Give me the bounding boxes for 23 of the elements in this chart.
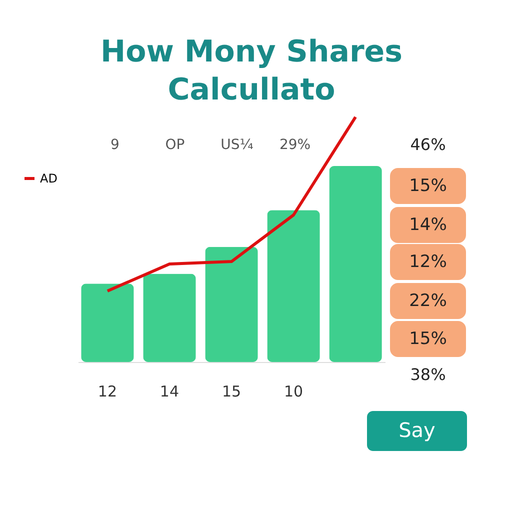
annotation: 9	[110, 137, 120, 153]
bar	[205, 246, 258, 362]
text: Say	[398, 418, 436, 442]
x-tick-label: 15	[222, 382, 242, 400]
x-tick-label: 12	[98, 382, 118, 400]
text: 14%	[409, 215, 447, 235]
annotation: 29%	[279, 137, 311, 153]
legend-label: AD	[40, 172, 58, 186]
text: 38%	[410, 365, 446, 384]
annotation: US¼	[220, 137, 254, 153]
bar	[267, 210, 320, 362]
text: 46%	[410, 135, 446, 154]
bar	[329, 166, 382, 362]
x-tick-label: 14	[160, 382, 180, 400]
bar	[81, 284, 134, 362]
text: 12%	[409, 252, 447, 272]
chart-title: How Mony Shares Calcullato	[100, 34, 402, 108]
text: 15%	[409, 329, 447, 349]
annotation: OP	[165, 137, 185, 153]
text: 15%	[409, 176, 447, 196]
text: 22%	[409, 291, 447, 311]
bar	[143, 274, 196, 362]
x-tick-label: 10	[284, 382, 304, 400]
